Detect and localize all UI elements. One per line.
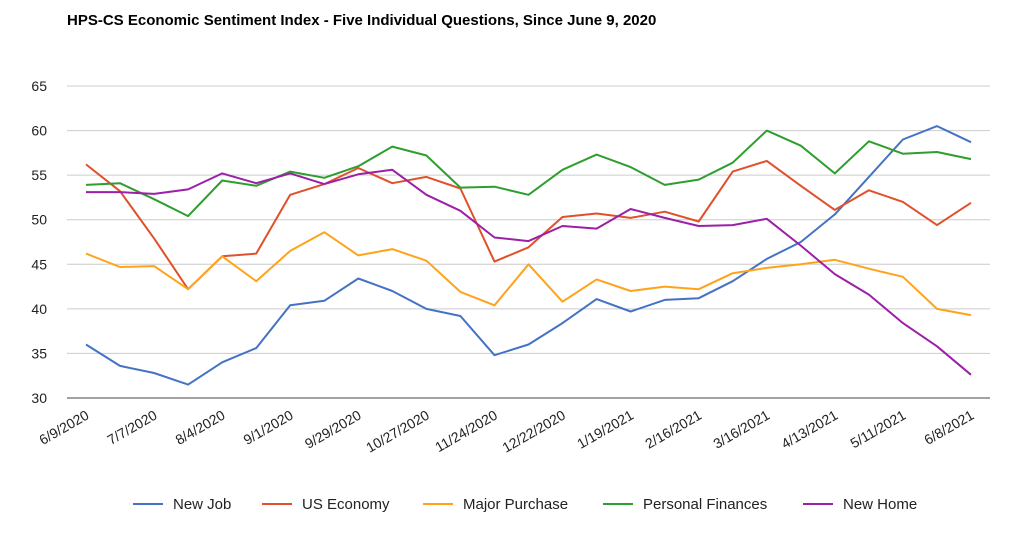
x-axis-ticks: 6/9/2020 7/7/2020 8/4/2020 9/1/2020 9/29/202… xyxy=(36,407,976,456)
x-tick-label: 1/19/2021 xyxy=(574,407,636,452)
x-tick-label: 9/1/2020 xyxy=(241,407,296,448)
x-tick-label: 8/4/2020 xyxy=(172,407,227,448)
legend: New Job US Economy Major Purchase Personal … xyxy=(133,496,917,513)
y-axis-ticks: 30 35 40 45 50 55 60 65 xyxy=(31,78,47,406)
series-line-new-job xyxy=(85,125,972,386)
y-tick-label: 45 xyxy=(31,256,47,272)
x-tick-label: 2/16/2021 xyxy=(642,407,704,452)
y-tick-label: 50 xyxy=(31,212,47,228)
series-line-major-purchase xyxy=(85,231,972,317)
x-tick-label: 10/27/2020 xyxy=(363,407,432,456)
y-tick-label: 35 xyxy=(31,345,47,361)
x-tick-label: 7/7/2020 xyxy=(104,407,159,448)
legend-label: Major Purchase xyxy=(463,496,568,513)
x-tick-label: 3/16/2021 xyxy=(710,407,772,452)
x-tick-label: 5/11/2021 xyxy=(847,407,908,452)
y-tick-label: 40 xyxy=(31,301,47,317)
x-tick-label: 9/29/2020 xyxy=(302,407,364,452)
y-tick-label: 65 xyxy=(31,78,47,94)
x-tick-label: 6/9/2020 xyxy=(36,407,91,448)
series-line-us-economy xyxy=(85,159,972,291)
chart-title: HPS-CS Economic Sentiment Index - Five I… xyxy=(67,12,657,29)
legend-label: New Home xyxy=(843,496,917,513)
x-tick-label: 11/24/2020 xyxy=(432,407,500,455)
legend-label: New Job xyxy=(173,496,231,513)
y-tick-label: 30 xyxy=(31,390,47,406)
x-tick-label: 4/13/2021 xyxy=(778,407,840,452)
y-tick-label: 55 xyxy=(31,167,47,183)
series-line-new-home xyxy=(86,168,972,376)
series-lines xyxy=(85,125,972,386)
x-tick-label: 6/8/2021 xyxy=(921,407,976,448)
series-line-personal-finances xyxy=(85,129,972,218)
x-tick-label: 12/22/2020 xyxy=(499,407,568,456)
legend-label: Personal Finances xyxy=(643,496,767,513)
y-tick-label: 60 xyxy=(31,123,47,139)
legend-label: US Economy xyxy=(302,496,390,513)
